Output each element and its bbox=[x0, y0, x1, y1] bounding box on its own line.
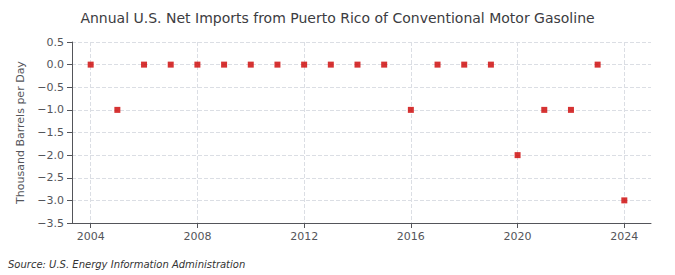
svg-text:0.0: 0.0 bbox=[47, 58, 65, 71]
svg-text:2012: 2012 bbox=[290, 230, 318, 243]
svg-text:Thousand Barrels per Day: Thousand Barrels per Day bbox=[14, 61, 27, 205]
svg-text:2016: 2016 bbox=[397, 230, 425, 243]
svg-text:Annual U.S. Net Imports from P: Annual U.S. Net Imports from Puerto Rico… bbox=[80, 10, 594, 26]
svg-text:−3.5: −3.5 bbox=[37, 217, 64, 230]
svg-text:−2.5: −2.5 bbox=[37, 171, 64, 184]
svg-text:2004: 2004 bbox=[77, 230, 105, 243]
svg-text:−1.0: −1.0 bbox=[37, 103, 64, 116]
svg-text:2024: 2024 bbox=[610, 230, 638, 243]
svg-text:0.5: 0.5 bbox=[47, 36, 65, 49]
svg-text:−1.5: −1.5 bbox=[37, 126, 64, 139]
svg-text:2008: 2008 bbox=[183, 230, 211, 243]
svg-text:Source: U.S. Energy Informatio: Source: U.S. Energy Information Administ… bbox=[8, 259, 245, 270]
svg-text:−0.5: −0.5 bbox=[37, 81, 64, 94]
svg-text:−3.0: −3.0 bbox=[37, 194, 64, 207]
svg-text:2020: 2020 bbox=[504, 230, 532, 243]
svg-text:−2.0: −2.0 bbox=[37, 149, 64, 162]
